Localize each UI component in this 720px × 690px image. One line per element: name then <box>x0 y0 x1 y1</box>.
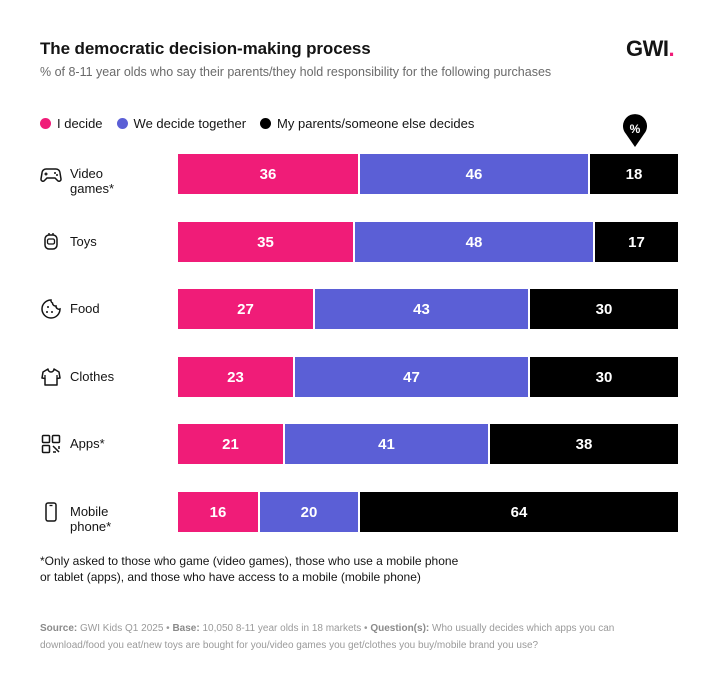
category-label: Mobile phone* <box>70 504 112 534</box>
legend-dot <box>40 118 51 129</box>
source-label: Source: <box>40 623 78 634</box>
stacked-bar: 27 43 30 <box>178 289 678 329</box>
base-label: Base: <box>172 623 200 634</box>
toy-icon <box>44 233 58 250</box>
chart-title: The democratic decision-making process <box>40 39 371 58</box>
logo-dot: . <box>668 36 675 61</box>
bar-segment: 36 <box>178 154 358 194</box>
legend-label: We decide together <box>133 116 247 131</box>
stacked-bar: 21 41 38 <box>178 424 678 464</box>
bar-segment: 17 <box>593 222 678 262</box>
percent-badge-icon: % <box>623 114 647 147</box>
bar-segment: 30 <box>528 357 678 397</box>
stacked-bar: 35 48 17 <box>178 222 678 262</box>
bar-segment: 46 <box>358 154 588 194</box>
footnote-line-1: *Only asked to those who game (video gam… <box>40 554 459 568</box>
legend-item: We decide together <box>116 116 247 131</box>
question-text: Who usually decides which apps you can d… <box>40 623 615 651</box>
legend: I decide We decide together My parents/som… <box>40 116 488 131</box>
category-label: Apps* <box>70 436 105 451</box>
bar-segment: 16 <box>178 492 258 532</box>
bar-segment: 47 <box>293 357 528 397</box>
apps-icon <box>41 434 61 454</box>
percent-badge-text: % <box>630 122 641 136</box>
legend-item: I decide <box>40 116 103 131</box>
bar-segment: 18 <box>588 154 678 194</box>
bar-segment: 21 <box>178 424 283 464</box>
gwi-logo: GWI. <box>626 36 675 62</box>
bar-segment: 43 <box>313 289 528 329</box>
category-label: Toys <box>70 234 97 249</box>
tshirt-icon <box>41 368 61 386</box>
phone-icon <box>45 502 57 522</box>
category-label: Clothes <box>70 369 115 384</box>
footnote: *Only asked to those who game (video gam… <box>40 553 520 585</box>
cookie-icon <box>41 299 61 319</box>
stacked-bar: 16 20 64 <box>178 492 678 532</box>
bar-segment: 27 <box>178 289 313 329</box>
chart-subtitle: % of 8-11 year olds who say their parent… <box>40 65 552 79</box>
bar-segment: 20 <box>258 492 358 532</box>
gamepad-icon <box>40 168 62 182</box>
bar-segment: 35 <box>178 222 353 262</box>
bar-segment: 38 <box>488 424 678 464</box>
legend-item: My parents/someone else decides <box>260 116 474 131</box>
logo-text: GWI <box>626 36 669 61</box>
category-label: Food <box>70 301 100 316</box>
question-label: Question(s): <box>370 623 430 634</box>
legend-label: My parents/someone else decides <box>277 116 475 131</box>
bar-segment: 30 <box>528 289 678 329</box>
footnote-line-2: or tablet (apps), and those who have acc… <box>40 570 421 584</box>
stacked-bar: 36 46 18 <box>178 154 678 194</box>
source-note: Source: GWI Kids Q1 2025 • Base: 10,050 … <box>40 620 680 654</box>
bar-segment: 48 <box>353 222 593 262</box>
bar-segment: 23 <box>178 357 293 397</box>
source-text: GWI Kids Q1 2025 • <box>80 623 170 634</box>
stacked-bar: 23 47 30 <box>178 357 678 397</box>
legend-dot <box>116 118 128 129</box>
category-label: Video games* <box>70 166 115 196</box>
bar-segment: 41 <box>283 424 488 464</box>
legend-dot <box>260 118 272 129</box>
base-text: 10,050 8-11 year olds in 18 markets • <box>202 623 368 634</box>
bar-segment: 64 <box>358 492 678 532</box>
legend-label: I decide <box>57 116 103 131</box>
